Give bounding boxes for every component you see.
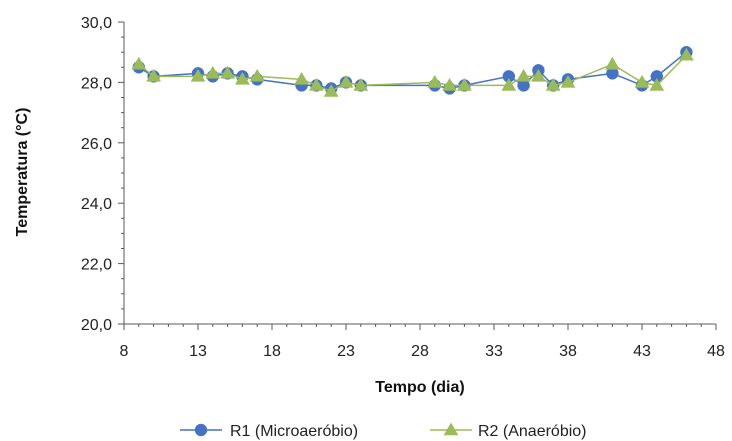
x-tick-label: 38: [559, 343, 577, 360]
series-2-point: [530, 68, 546, 82]
series-2-point: [234, 71, 250, 85]
series-2: [131, 47, 694, 97]
series-2-point: [678, 47, 694, 61]
legend-swatch-marker: [443, 422, 459, 436]
x-tick-label: 18: [263, 343, 281, 360]
legend-swatch-marker: [194, 423, 208, 437]
series-2-point: [649, 77, 665, 91]
series-2-point: [220, 65, 236, 79]
legend-label: R2 (Anaeróbio): [478, 423, 587, 440]
x-tick-label: 48: [707, 343, 725, 360]
series-2-point: [442, 77, 458, 91]
series-2-point: [456, 77, 472, 91]
series-2-point: [249, 68, 265, 82]
series-2-point: [427, 74, 443, 88]
y-tick-label: 26,0: [81, 136, 112, 153]
x-tick-label: 28: [411, 343, 429, 360]
series-2-point: [131, 56, 147, 70]
legend: R1 (Microaeróbio) R2 (Anaeróbio): [180, 422, 587, 440]
series-2-point: [516, 68, 532, 82]
legend-item-2: R2 (Anaeróbio): [430, 422, 587, 440]
series-2-point: [146, 68, 162, 82]
series-2-point: [294, 71, 310, 85]
y-tick-label: 30,0: [81, 15, 112, 32]
x-tick-label: 8: [120, 343, 129, 360]
series-2-point: [338, 74, 354, 88]
data-series: [131, 45, 694, 97]
legend-item-1: R1 (Microaeróbio): [180, 423, 358, 440]
y-tick-label: 20,0: [81, 317, 112, 334]
x-tick-label: 43: [633, 343, 651, 360]
y-tick-label: 24,0: [81, 196, 112, 213]
series-2-point: [190, 68, 206, 82]
y-tick-label: 22,0: [81, 257, 112, 274]
series-2-point: [501, 77, 517, 91]
x-tick-label: 13: [189, 343, 207, 360]
x-tick-label: 23: [337, 343, 355, 360]
series-2-point: [205, 65, 221, 79]
y-tick-label: 28,0: [81, 75, 112, 92]
series-2-point: [634, 74, 650, 88]
series-2-point: [604, 56, 620, 70]
y-axis-title: Temperatura (°C): [14, 108, 31, 237]
series-2-point: [323, 83, 339, 97]
series-2-point: [353, 77, 369, 91]
x-axis-title: Tempo (dia): [375, 379, 464, 396]
legend-label: R1 (Microaeróbio): [230, 423, 358, 440]
series-2-point: [560, 74, 576, 88]
ticks: 20,0 22,0 24,0 26,0 28,0 30,0 8 13 18 23 28 33 38 43 4…: [81, 15, 725, 360]
series-1: [132, 45, 693, 95]
series-2-point: [308, 77, 324, 91]
x-tick-label: 33: [485, 343, 503, 360]
series-2-point: [545, 77, 561, 91]
